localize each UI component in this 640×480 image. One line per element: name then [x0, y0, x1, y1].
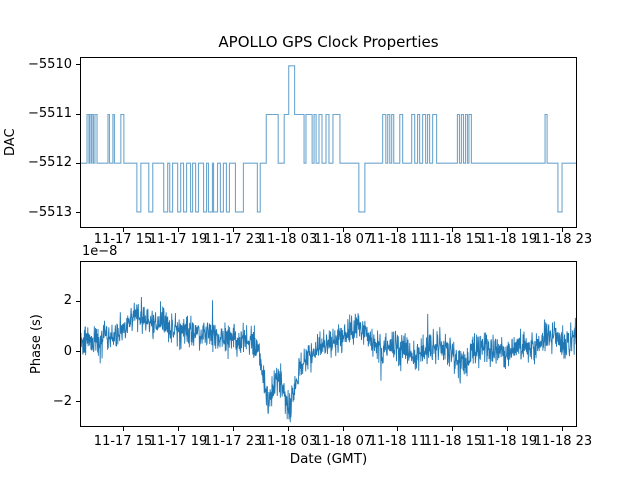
phase-offset-text: 1e−8	[82, 244, 118, 259]
figure-title: APOLLO GPS Clock Properties	[218, 33, 439, 51]
dac-x-tick-label: 11-18 07	[313, 232, 373, 247]
dac-x-tick-label: 11-18 15	[423, 232, 483, 247]
phase-x-tick-label: 11-18 23	[533, 434, 593, 449]
phase-x-tick-mark	[122, 427, 124, 431]
phase-x-tick-mark	[452, 427, 454, 431]
dac-y-tick-label: −5511	[28, 106, 72, 122]
phase-x-tick-mark	[562, 427, 564, 431]
dac-x-tick-mark	[342, 228, 344, 232]
dac-y-tick-mark	[76, 64, 80, 66]
dac-y-tick-label: −5513	[28, 204, 72, 220]
phase-x-tick-mark	[507, 427, 509, 431]
dac-y-tick-label: −5510	[28, 56, 72, 72]
dac-x-tick-mark	[397, 228, 399, 232]
phase-y-tick-label: −2	[52, 393, 72, 409]
phase-axes	[80, 261, 577, 427]
phase-x-tick-mark	[232, 427, 234, 431]
phase-x-tick-label: 11-18 19	[478, 434, 538, 449]
dac-x-tick-mark	[177, 228, 179, 232]
phase-x-tick-label: 11-17 19	[148, 434, 208, 449]
phase-x-tick-label: 11-18 15	[423, 434, 483, 449]
dac-y-tick-mark	[76, 212, 80, 214]
phase-y-tick-label: 0	[63, 343, 72, 359]
dac-x-tick-label: 11-18 11	[368, 232, 428, 247]
phase-x-tick-label: 11-18 11	[368, 434, 428, 449]
dac-y-tick-mark	[76, 162, 80, 164]
dac-x-tick-label: 11-18 23	[533, 232, 593, 247]
dac-x-tick-label: 11-17 15	[93, 232, 153, 247]
dac-x-tick-label: 11-17 19	[148, 232, 208, 247]
dac-plot-canvas	[81, 65, 576, 213]
x-axis-label: Date (GMT)	[289, 451, 368, 467]
dac-x-tick-label: 11-17 23	[203, 232, 263, 247]
phase-x-tick-mark	[177, 427, 179, 431]
dac-y-tick-label: −5512	[28, 155, 72, 171]
phase-noise-line	[81, 296, 576, 423]
dac-x-tick-mark	[452, 228, 454, 232]
phase-plot-canvas	[81, 296, 576, 423]
dac-x-tick-mark	[507, 228, 509, 232]
dac-x-tick-mark	[232, 228, 234, 232]
dac-axes	[80, 57, 577, 228]
dac-y-tick-mark	[76, 113, 80, 115]
dac-x-tick-mark	[122, 228, 124, 232]
phase-x-tick-mark	[397, 427, 399, 431]
phase-y-tick-mark	[76, 401, 80, 403]
dac-x-tick-label: 11-18 19	[478, 232, 538, 247]
phase-x-tick-label: 11-18 03	[258, 434, 318, 449]
phase-x-tick-mark	[287, 427, 289, 431]
phase-y-tick-mark	[76, 300, 80, 302]
phase-y-tick-label: 2	[63, 293, 72, 309]
phase-x-tick-mark	[342, 427, 344, 431]
phase-y-tick-mark	[76, 351, 80, 353]
dac-step-line	[81, 65, 576, 213]
dac-x-tick-mark	[287, 228, 289, 232]
phase-x-tick-label: 11-17 15	[93, 434, 153, 449]
dac-x-tick-mark	[562, 228, 564, 232]
phase-x-tick-label: 11-18 07	[313, 434, 373, 449]
dac-x-tick-label: 11-18 03	[258, 232, 318, 247]
phase-x-tick-label: 11-17 23	[203, 434, 263, 449]
